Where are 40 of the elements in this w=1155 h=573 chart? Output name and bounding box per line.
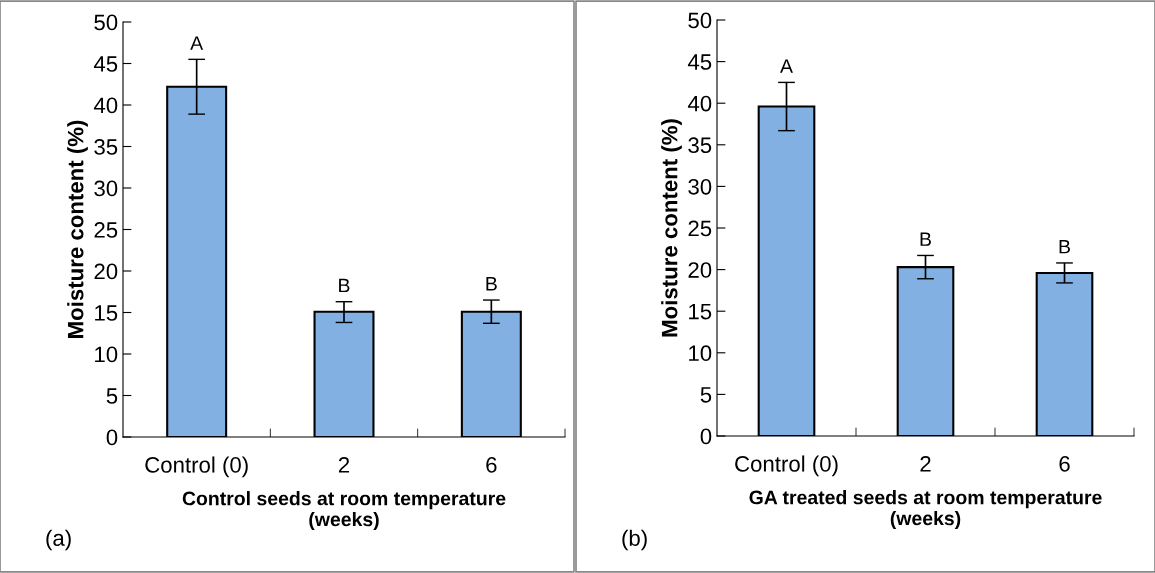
x-axis-title: Control seeds at room temperature (weeks) <box>182 491 506 531</box>
x-tick-label: 2 <box>920 456 931 472</box>
annotation: A <box>780 59 793 73</box>
y-tick-label: 35 <box>688 137 712 154</box>
y-tick-label: 10 <box>95 346 118 363</box>
y-tick-label: 15 <box>689 303 712 320</box>
y-tick-label: 30 <box>94 180 118 197</box>
y-axis-title: Moisture content (%) <box>661 119 682 337</box>
y-tick-label: 45 <box>93 56 118 72</box>
y-tick-label: 40 <box>93 97 118 114</box>
y-tick-label: 25 <box>94 222 118 238</box>
annotation: B <box>339 278 350 293</box>
x-tick-label: 6 <box>1059 456 1070 472</box>
text: (b) <box>622 529 647 551</box>
y-tick-label: 25 <box>688 220 712 237</box>
y-tick-label: 45 <box>687 54 712 70</box>
x-tick-label: Control (0) <box>145 456 248 478</box>
y-tick-label: 20 <box>94 263 118 280</box>
x-tick-label: 2 <box>338 457 350 473</box>
y-tick-label: 15 <box>95 305 118 321</box>
y-tick-label: 10 <box>689 345 712 362</box>
y-tick-label: 40 <box>687 95 712 112</box>
annotation: A <box>190 36 204 50</box>
annotation: B <box>920 232 931 246</box>
annotation: B <box>486 277 497 291</box>
y-tick-label: 0 <box>700 428 712 445</box>
x-axis-title: GA treated seeds at room temperature (weeks) <box>749 490 1102 530</box>
y-tick-label: 5 <box>106 388 118 404</box>
y-tick-label: 35 <box>94 139 118 155</box>
y-tick-label: 20 <box>688 262 712 278</box>
x-tick-label: 6 <box>486 457 497 473</box>
y-axis-title: Moisture content (%) <box>67 120 88 338</box>
y-tick-label: 50 <box>688 12 712 29</box>
text: (a) <box>46 529 71 551</box>
y-tick-label: 50 <box>94 14 118 31</box>
x-tick-label: Control (0) <box>735 455 838 477</box>
y-tick-label: 0 <box>106 429 118 446</box>
y-tick-label: 30 <box>688 178 712 195</box>
y-tick-label: 5 <box>700 387 712 403</box>
annotation: B <box>1059 239 1070 254</box>
